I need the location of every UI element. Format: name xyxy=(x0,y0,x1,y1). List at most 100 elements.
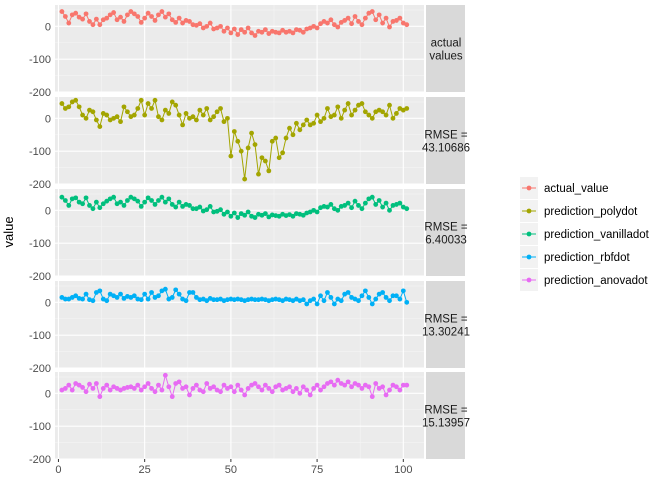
data-point xyxy=(242,29,248,35)
data-point xyxy=(380,384,386,390)
data-point xyxy=(400,288,406,294)
data-point xyxy=(162,14,168,20)
data-point xyxy=(87,203,92,208)
legend-item-actual_value[interactable]: actual_value xyxy=(520,177,609,199)
legend-label: actual_value xyxy=(544,183,609,195)
y-tick-label: -100 xyxy=(29,54,51,66)
data-point xyxy=(366,112,372,118)
data-point xyxy=(397,296,403,302)
data-point xyxy=(242,176,248,182)
data-point xyxy=(328,17,334,23)
data-point xyxy=(390,293,396,299)
data-point xyxy=(190,386,196,391)
data-point xyxy=(366,295,372,300)
data-point xyxy=(80,201,85,207)
data-point xyxy=(328,295,334,300)
data-point xyxy=(328,379,334,385)
panel-background xyxy=(55,189,424,276)
data-point xyxy=(345,379,351,385)
data-point xyxy=(235,215,241,220)
y-tick-label: 0 xyxy=(45,388,51,400)
data-point xyxy=(80,296,85,302)
data-point xyxy=(169,17,175,23)
legend-item-prediction_polydot[interactable]: prediction_polydot xyxy=(520,200,638,222)
data-point xyxy=(380,20,386,26)
data-point xyxy=(342,382,348,388)
data-point xyxy=(380,109,386,115)
data-point xyxy=(125,198,130,203)
data-point xyxy=(218,389,223,395)
data-point xyxy=(352,107,358,113)
data-point xyxy=(221,119,227,125)
legend-item-prediction_anovadot[interactable]: prediction_anovadot xyxy=(520,269,648,291)
data-point xyxy=(325,204,330,210)
data-point xyxy=(225,115,230,121)
data-point xyxy=(204,23,210,29)
y-tick-label: -100 xyxy=(29,330,51,342)
data-point xyxy=(331,382,337,388)
data-point xyxy=(397,200,403,206)
data-point xyxy=(349,205,354,211)
data-point xyxy=(197,107,203,113)
data-point xyxy=(176,291,182,297)
legend-label: prediction_rbfdot xyxy=(544,252,630,264)
data-point xyxy=(394,293,399,299)
data-point xyxy=(159,194,165,200)
data-point xyxy=(404,382,410,388)
data-point xyxy=(245,145,251,151)
data-point xyxy=(159,387,165,393)
data-point xyxy=(331,22,337,28)
data-point xyxy=(380,290,386,295)
data-point xyxy=(356,298,361,304)
data-point xyxy=(342,107,348,113)
data-point xyxy=(383,200,389,206)
data-point xyxy=(325,20,330,26)
data-point xyxy=(221,382,227,388)
data-point xyxy=(359,22,365,28)
data-point xyxy=(66,382,72,388)
data-point xyxy=(149,14,154,19)
facet-prediction_rbfdot: 0 -100 -200 RMSE =13.30241 xyxy=(29,281,470,375)
data-point xyxy=(394,18,399,23)
data-point xyxy=(83,389,89,395)
facet-prediction_polydot: 0 -100 -200 RMSE =43.10686 xyxy=(29,97,470,191)
legend-label: prediction_vanilladot xyxy=(544,229,650,241)
data-point xyxy=(218,207,223,213)
legend-key-point xyxy=(526,185,532,191)
strip-label: values xyxy=(429,51,462,63)
strip-background xyxy=(426,281,465,368)
legend[interactable]: actual_value prediction_polydot prediction… xyxy=(520,177,650,291)
data-point xyxy=(114,295,120,300)
data-point xyxy=(207,204,213,209)
data-point xyxy=(383,295,389,300)
data-point xyxy=(211,114,217,120)
data-point xyxy=(297,390,303,396)
data-point xyxy=(200,112,206,118)
data-point xyxy=(83,11,89,17)
data-point xyxy=(73,10,79,16)
data-point xyxy=(314,25,320,31)
data-point xyxy=(176,112,182,118)
legend-item-prediction_vanilladot[interactable]: prediction_vanilladot xyxy=(520,223,650,245)
y-tick-label: 0 xyxy=(45,113,51,125)
legend-label: prediction_polydot xyxy=(544,206,638,218)
y-tick-label: 0 xyxy=(45,21,51,33)
data-point xyxy=(97,124,103,129)
data-point xyxy=(173,287,179,293)
data-point xyxy=(166,11,172,17)
legend-item-prediction_rbfdot[interactable]: prediction_rbfdot xyxy=(520,246,630,268)
data-point xyxy=(180,122,186,128)
data-point xyxy=(149,290,154,295)
data-point xyxy=(369,394,375,400)
y-tick-label: 0 xyxy=(45,297,51,309)
data-point xyxy=(335,377,341,383)
data-point xyxy=(138,387,144,393)
data-point xyxy=(387,298,392,304)
data-point xyxy=(190,114,196,120)
data-point xyxy=(121,19,127,24)
data-point xyxy=(349,384,354,390)
data-point xyxy=(80,112,85,118)
data-point xyxy=(311,120,317,126)
data-point xyxy=(269,138,275,144)
data-point xyxy=(304,387,310,393)
